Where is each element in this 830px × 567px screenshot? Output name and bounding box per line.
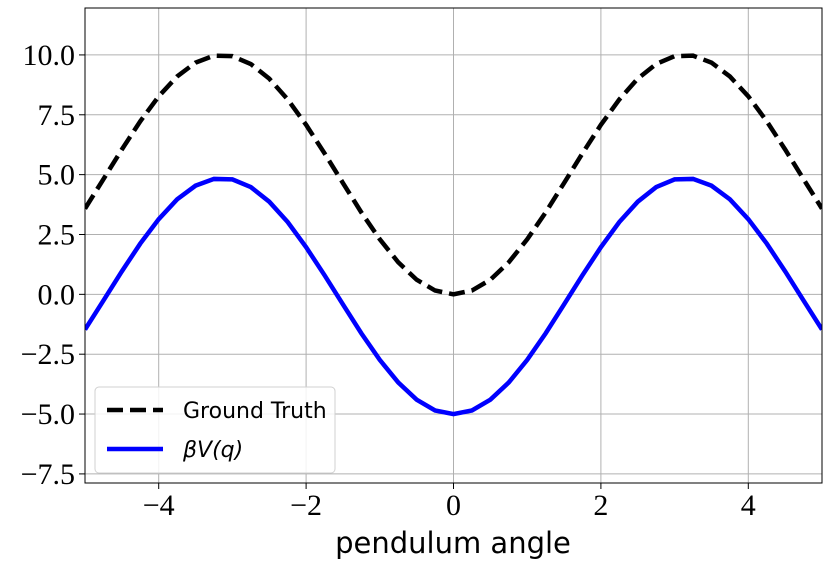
x-tick-label: 4	[741, 489, 756, 522]
y-tick-label: 10.0	[23, 39, 76, 72]
legend-label: βV(q)	[182, 438, 243, 463]
y-tick-label: 5.0	[38, 159, 76, 192]
y-tick-label: 7.5	[38, 99, 76, 132]
y-tick-label: −2.5	[21, 338, 75, 371]
x-axis-label: pendulum angle	[335, 526, 571, 560]
series-line	[85, 53, 822, 297]
x-tick-label: 0	[446, 489, 461, 522]
y-tick-label: −5.0	[21, 398, 75, 431]
y-tick-label: 2.5	[38, 218, 76, 251]
y-tick-label: −7.5	[21, 458, 75, 491]
plot-frame	[84, 7, 823, 484]
series-line	[85, 176, 822, 417]
y-tick-label: 0.0	[38, 278, 76, 311]
x-tick-label: −2	[290, 489, 322, 522]
x-tick-label: −4	[143, 489, 175, 522]
legend-label: Ground Truth	[183, 399, 327, 424]
x-tick-label: 2	[593, 489, 608, 522]
